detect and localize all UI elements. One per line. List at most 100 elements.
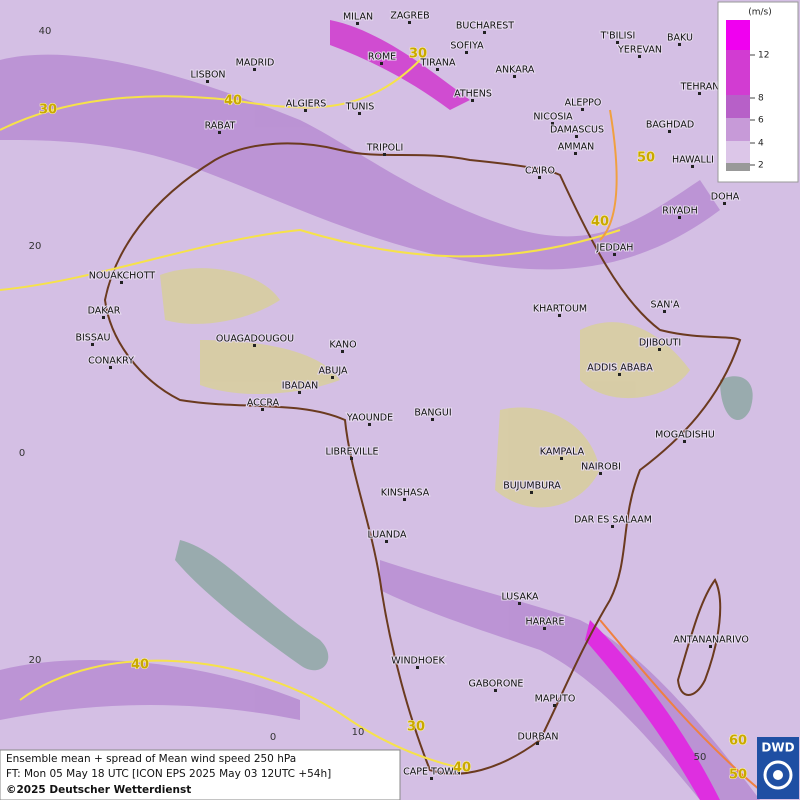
city-marker xyxy=(530,491,533,494)
africa-coastline xyxy=(103,142,742,775)
city-label: BISSAU xyxy=(75,333,110,344)
city-marker xyxy=(678,43,681,46)
city-label: ALEPPO xyxy=(565,98,602,109)
city-marker xyxy=(253,344,256,347)
city-label: RIYADH xyxy=(662,206,697,217)
city-label: LIBREVILLE xyxy=(325,447,378,458)
legend-tick-label: 2 xyxy=(758,161,764,171)
city-label: NAIROBI xyxy=(581,462,621,473)
city-label: T'BILISI xyxy=(600,31,636,42)
city-marker xyxy=(616,41,619,44)
city-marker xyxy=(551,122,554,125)
city-label: ZAGREB xyxy=(390,11,429,22)
legend-tick-label: 6 xyxy=(758,116,764,126)
city-label: IBADAN xyxy=(282,381,319,392)
city-marker xyxy=(298,391,301,394)
latitude-label: 20 xyxy=(29,655,42,666)
latitude-label: 0 xyxy=(19,448,25,459)
city-marker xyxy=(356,22,359,25)
city-label: CAIRO xyxy=(525,166,555,177)
caption: Ensemble mean + spread of Mean wind spee… xyxy=(0,749,401,800)
legend-tick-label: 4 xyxy=(758,139,764,149)
city-label: TUNIS xyxy=(345,102,375,113)
city-marker xyxy=(518,602,521,605)
city-label: ACCRA xyxy=(247,398,280,409)
legend-swatch xyxy=(726,95,750,118)
city-marker xyxy=(380,62,383,65)
longitude-label: 0 xyxy=(270,732,276,743)
city-marker xyxy=(543,627,546,630)
city-marker xyxy=(253,68,256,71)
city-marker xyxy=(120,281,123,284)
city-marker xyxy=(368,423,371,426)
city-marker xyxy=(403,498,406,501)
longitude-label: 10 xyxy=(352,727,365,738)
caption-title: Ensemble mean + spread of Mean wind spee… xyxy=(6,753,296,765)
city-marker xyxy=(331,376,334,379)
city-label: ANTANANARIVO xyxy=(673,635,749,646)
city-marker xyxy=(678,216,681,219)
city-label: DAMASCUS xyxy=(550,125,604,136)
city-label: KINSHASA xyxy=(381,488,430,499)
city-label: SOFIYA xyxy=(450,41,484,52)
isotach-label: 50 xyxy=(637,151,655,166)
city-label: JEDDAH xyxy=(596,243,634,254)
legend-tick-label: 12 xyxy=(758,51,769,61)
city-marker xyxy=(618,373,621,376)
legend-swatch xyxy=(726,20,750,50)
city-label: CONAKRY xyxy=(88,356,134,367)
city-label: AMMAN xyxy=(558,142,595,153)
city-label: MILAN xyxy=(343,12,373,23)
city-label: HARARE xyxy=(526,617,565,628)
city-label: BAKU xyxy=(667,33,693,44)
city-marker xyxy=(599,472,602,475)
city-marker xyxy=(91,343,94,346)
city-marker xyxy=(261,408,264,411)
city-label: LUSAKA xyxy=(501,592,539,603)
city-marker xyxy=(663,310,666,313)
city-label: NICOSIA xyxy=(533,112,573,123)
isotach-label: 30 xyxy=(407,720,425,735)
latitude-label: 40 xyxy=(39,26,52,37)
city-marker xyxy=(613,253,616,256)
city-marker xyxy=(709,645,712,648)
city-label: MOGADISHU xyxy=(655,430,715,441)
city-label: LUANDA xyxy=(367,530,407,541)
city-label: ABUJA xyxy=(318,366,348,377)
city-label: BUCHAREST xyxy=(456,21,514,32)
caption-forecast: FT: Mon 05 May 18 UTC [ICON EPS 2025 May… xyxy=(6,768,331,780)
city-label: KHARTOUM xyxy=(533,304,587,315)
city-label: TIRANA xyxy=(420,58,456,69)
city-label: DAKAR xyxy=(88,306,121,317)
city-marker xyxy=(611,525,614,528)
city-marker xyxy=(581,108,584,111)
city-marker xyxy=(538,176,541,179)
city-marker xyxy=(218,131,221,134)
city-label: NOUAKCHOTT xyxy=(89,271,156,282)
city-marker xyxy=(560,457,563,460)
caption-box xyxy=(0,749,401,800)
logo-swirl-core xyxy=(773,770,783,780)
city-marker xyxy=(408,21,411,24)
city-marker xyxy=(575,135,578,138)
city-label: DURBAN xyxy=(518,732,559,743)
city-label: DAR ES SALAAM xyxy=(574,515,652,526)
city-marker xyxy=(691,165,694,168)
legend: (m/s) 12 8 6 4 2 xyxy=(717,1,799,183)
legend-swatch xyxy=(726,163,750,171)
isotach-label: 40 xyxy=(591,215,609,230)
city-label: BUJUMBURA xyxy=(503,481,561,492)
city-label: TEHRAN xyxy=(680,82,720,93)
city-marker xyxy=(536,742,539,745)
city-marker xyxy=(483,31,486,34)
city-label: CAPE TOWN xyxy=(403,767,461,778)
city-label: GABORONE xyxy=(469,679,524,690)
city-marker xyxy=(383,153,386,156)
city-label: BAGHDAD xyxy=(646,120,694,131)
isotach-label: 50 xyxy=(729,768,747,783)
city-marker xyxy=(658,348,661,351)
isotach-label: 60 xyxy=(729,734,747,749)
legend-unit: (m/s) xyxy=(748,8,772,18)
latitude-label: 20 xyxy=(29,241,42,252)
